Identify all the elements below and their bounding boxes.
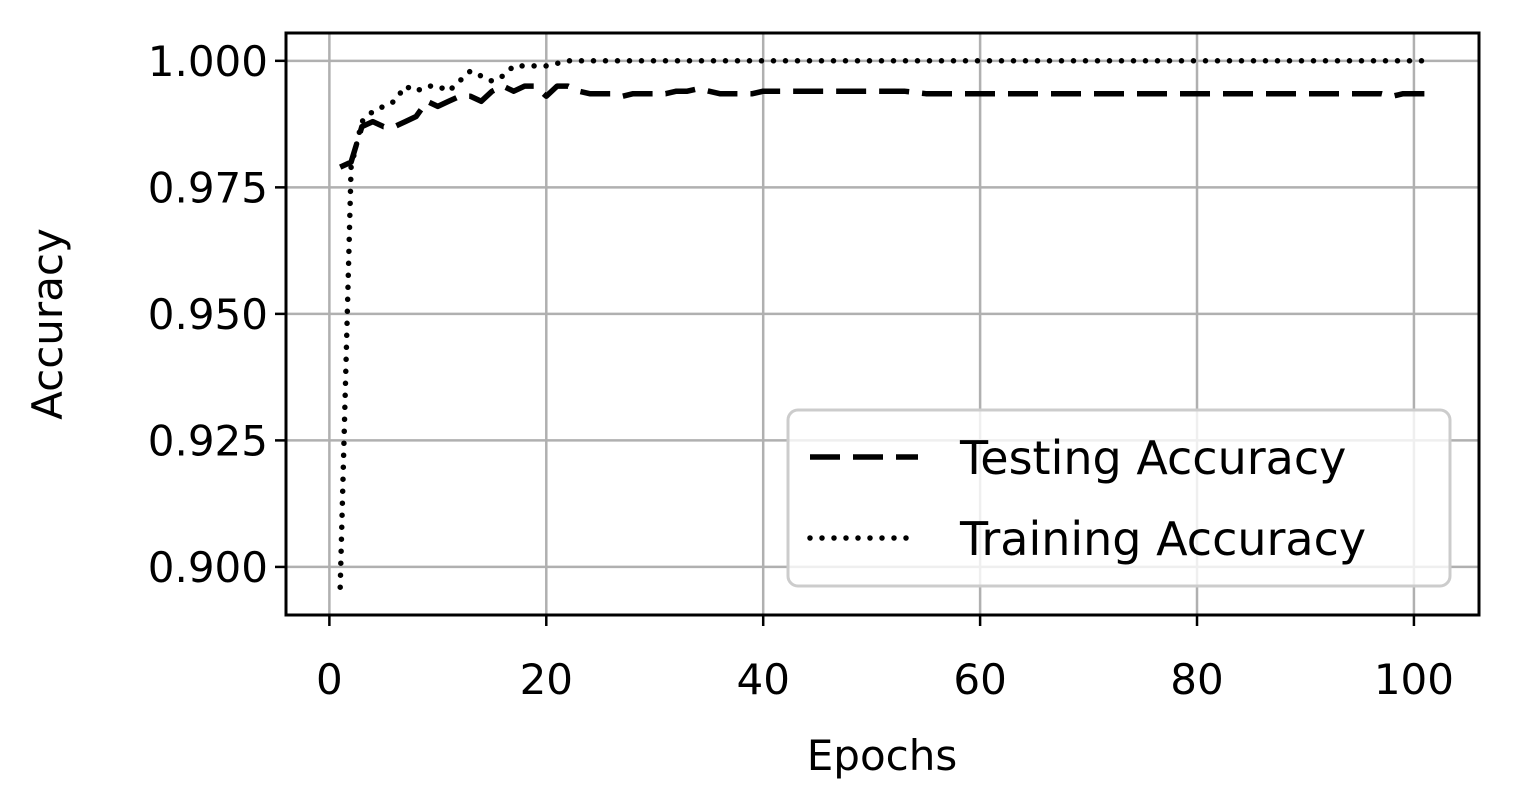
x-tick-label: 20 [520, 655, 573, 704]
x-tick-label: 100 [1374, 655, 1454, 704]
x-tick-label: 60 [953, 655, 1006, 704]
y-axis-label: Accuracy [23, 228, 72, 420]
y-tick-label: 0.900 [148, 543, 268, 592]
x-axis-ticks: 0 20 40 60 80 100 [316, 615, 1454, 704]
x-tick-label: 0 [316, 655, 343, 704]
y-tick-label: 1.000 [148, 37, 268, 86]
y-tick-label: 0.975 [148, 163, 268, 212]
y-tick-label: 0.950 [148, 290, 268, 339]
legend-label-testing: Testing Accuracy [959, 431, 1346, 485]
y-axis-ticks: 0.900 0.925 0.950 0.975 1.000 [148, 37, 286, 592]
series-line-testing-accuracy [339, 83, 1425, 170]
legend: Testing Accuracy Training Accuracy [786, 408, 1452, 588]
series-line-training-accuracy [337, 58, 1428, 590]
legend-box [786, 408, 1452, 588]
x-tick-label: 40 [736, 655, 789, 704]
legend-label-training: Training Accuracy [959, 512, 1366, 566]
y-tick-label: 0.925 [148, 416, 268, 465]
x-axis-label: Epochs [807, 731, 958, 780]
grid-lines [286, 33, 1479, 615]
x-tick-label: 80 [1170, 655, 1223, 704]
plot-frame [284, 31, 1481, 617]
series-lines [337, 58, 1428, 590]
